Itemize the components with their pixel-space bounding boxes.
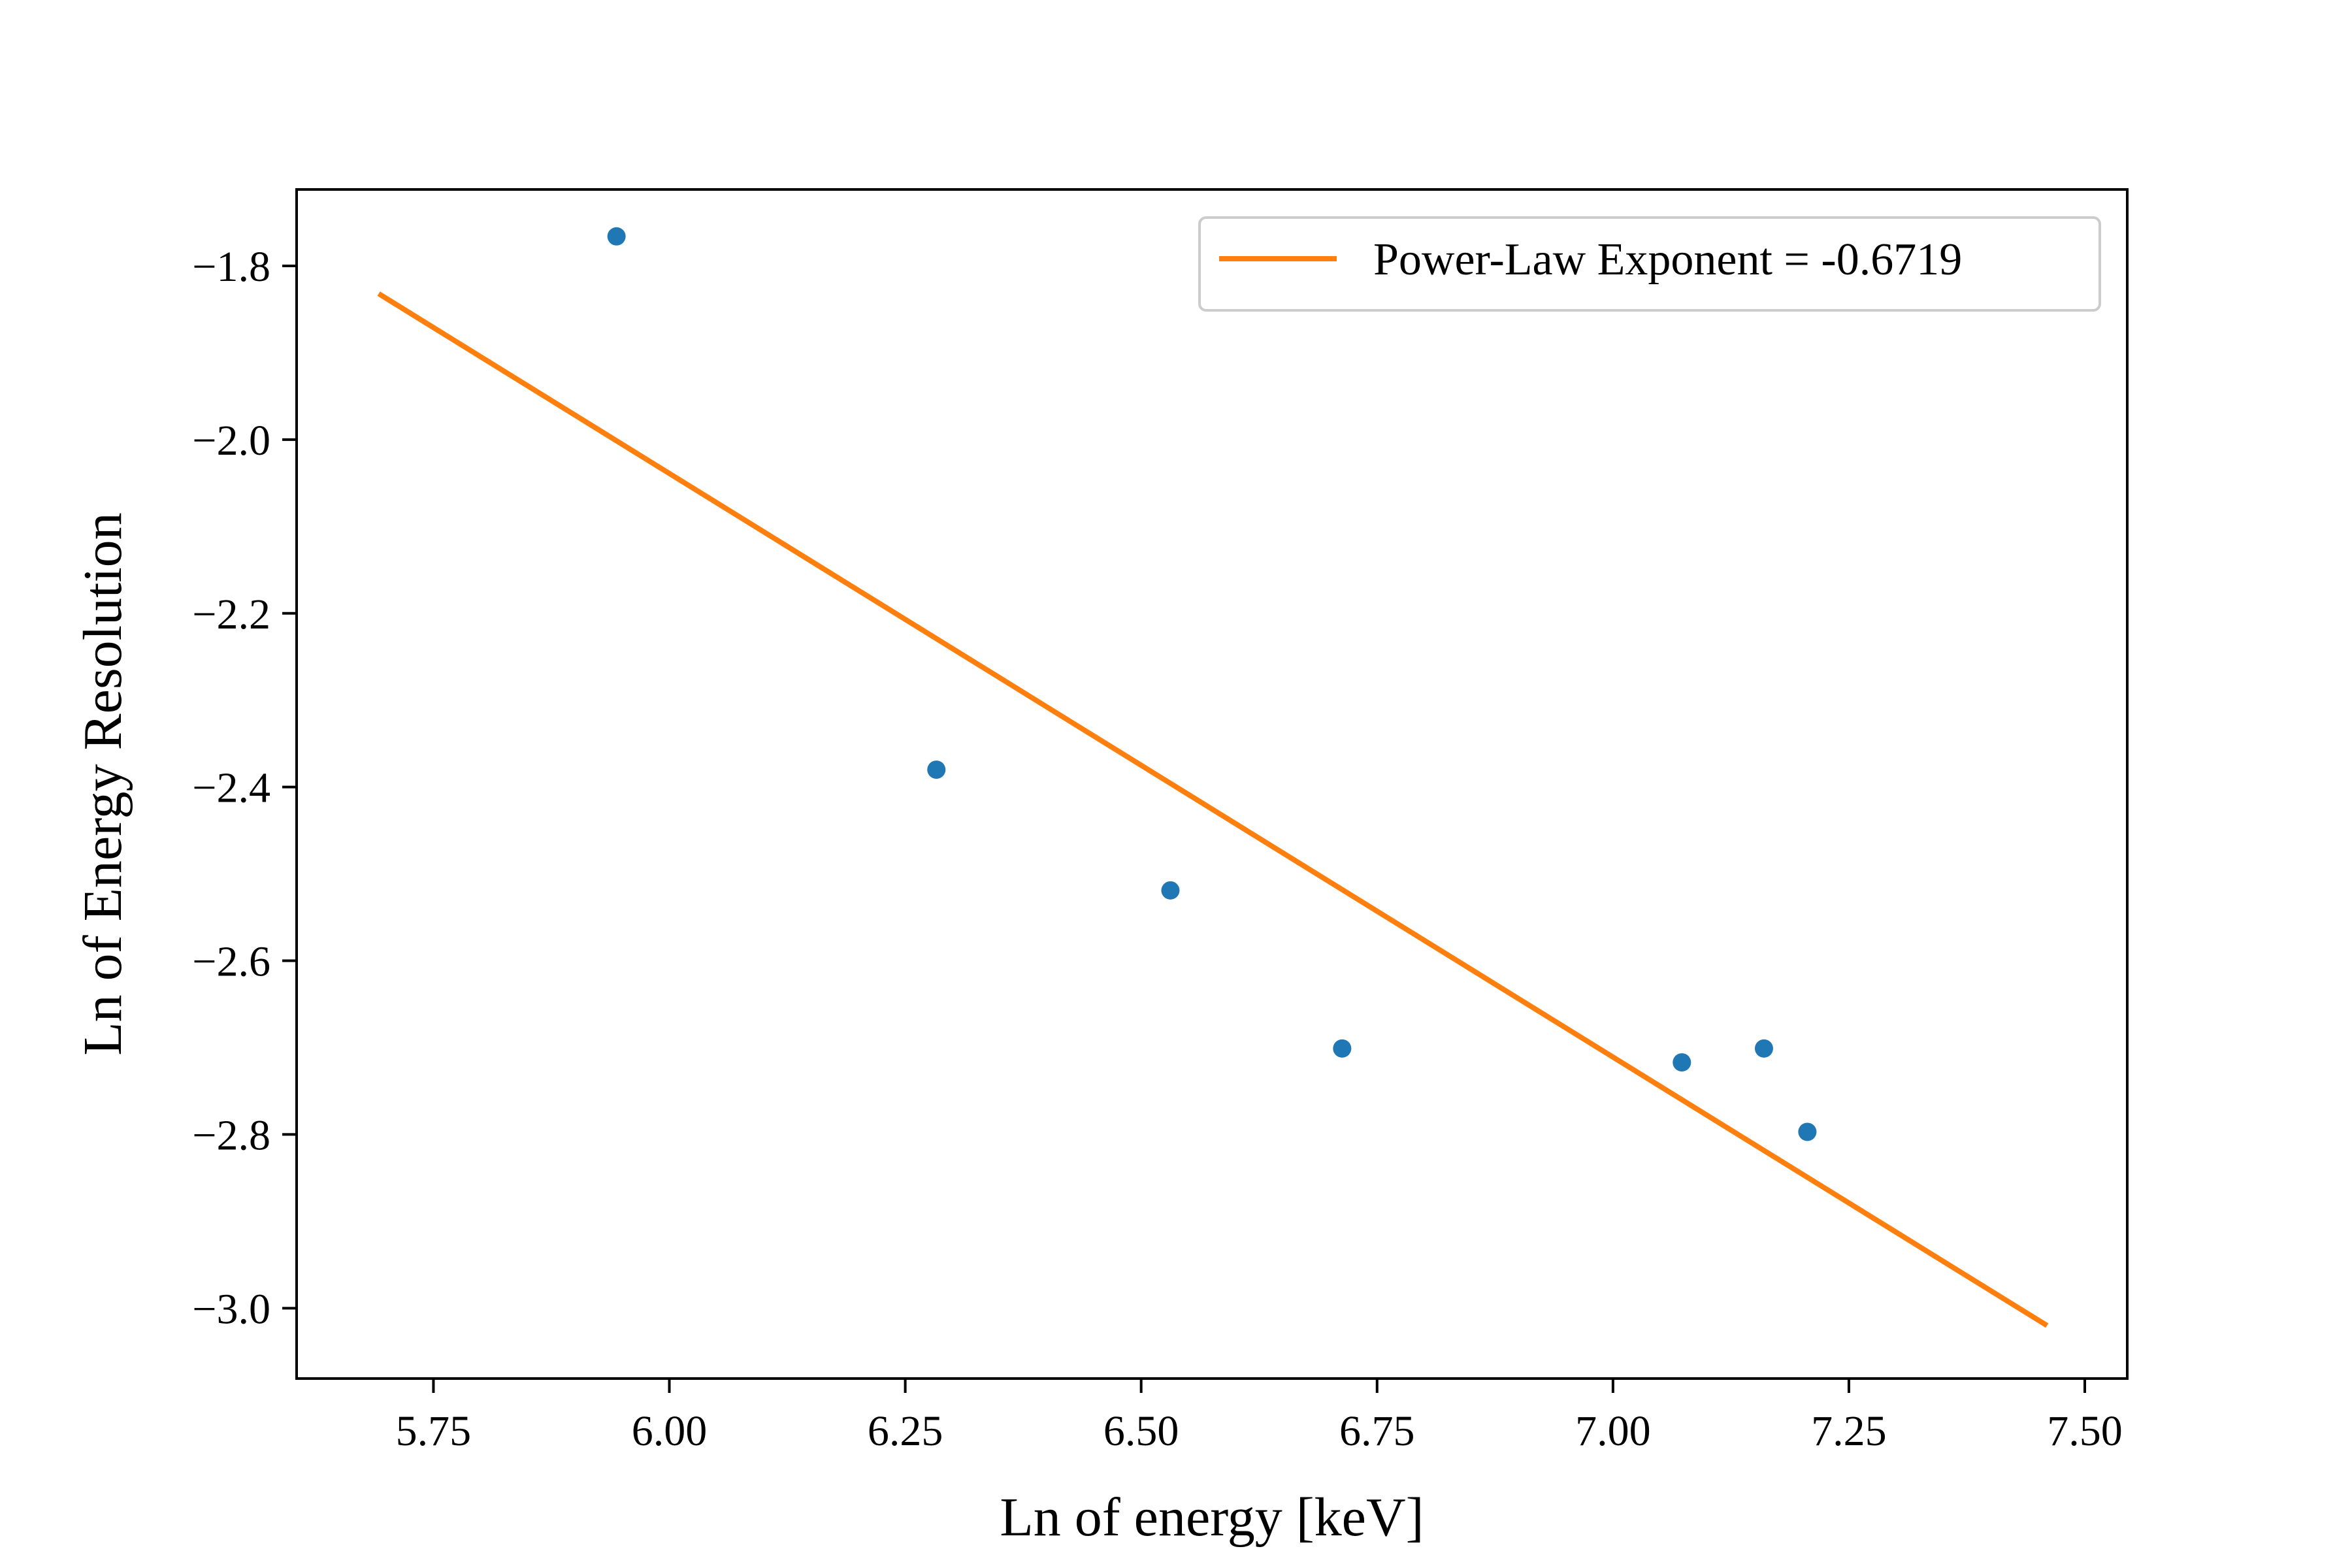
- x-tick-label: 7.00: [1575, 1407, 1651, 1455]
- plot-area: [377, 227, 2049, 1328]
- legend-box: [1198, 216, 2101, 312]
- y-tick-label: −2.6: [192, 938, 270, 986]
- x-tick-label: 6.50: [1103, 1407, 1179, 1455]
- x-axis-label: Ln of energy [keV]: [1000, 1487, 1424, 1548]
- scatter-point: [1333, 1039, 1352, 1058]
- x-tick-label: 6.00: [632, 1407, 708, 1455]
- y-tick-label: −2.8: [192, 1111, 270, 1159]
- x-tick-label: 6.75: [1339, 1407, 1415, 1455]
- fit-line: [377, 291, 2049, 1328]
- scatter-point: [1754, 1039, 1773, 1058]
- x-tick-label: 7.25: [1811, 1407, 1887, 1455]
- y-tick-label: −2.2: [192, 591, 270, 638]
- y-tick-label: −2.0: [192, 417, 270, 465]
- y-axis: −1.8 −2.0 −2.2 −2.4 −2.6 −2.8 −3.0: [192, 243, 297, 1333]
- y-axis-label: Ln of Energy Resolution: [73, 512, 133, 1055]
- x-tick-label: 6.25: [868, 1407, 943, 1455]
- legend: Power-Law Exponent = -0.6719: [1198, 216, 2101, 312]
- x-tick-label: 5.75: [396, 1407, 472, 1455]
- scatter-point: [1673, 1053, 1691, 1072]
- axes-frame: [295, 188, 2129, 1380]
- x-axis: 5.75 6.00 6.25 6.50 6.75 7.00 7.25 7.50: [396, 1379, 2123, 1455]
- legend-label: Power-Law Exponent = -0.6719: [1373, 235, 1962, 285]
- scatter-point: [1798, 1122, 1817, 1141]
- scatter-point: [607, 227, 626, 246]
- x-tick-label: 7.50: [2047, 1407, 2123, 1455]
- y-tick-label: −3.0: [192, 1285, 270, 1333]
- y-tick-label: −1.8: [192, 243, 270, 291]
- y-tick-label: −2.4: [192, 764, 270, 812]
- scatter-point: [1161, 881, 1180, 900]
- scatter-point: [927, 760, 946, 779]
